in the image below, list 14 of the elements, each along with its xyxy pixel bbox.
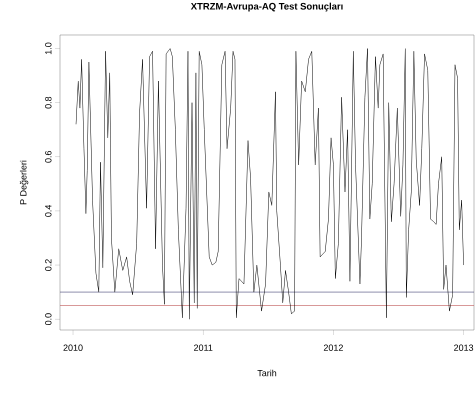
x-tick-label: 2012 — [324, 344, 343, 351]
y-axis-title: P Değerleri — [20, 160, 28, 204]
y-tick-label: 0.8 — [45, 96, 52, 109]
x-tick-label: 2010 — [64, 344, 83, 351]
y-tick-label: 0.0 — [45, 313, 52, 326]
y-tick-label: 0.4 — [45, 204, 52, 217]
y-tick-label: 0.2 — [45, 259, 52, 271]
x-tick-label: 2011 — [194, 344, 212, 351]
x-axis-title: Tarih — [257, 370, 276, 376]
y-tick-label: 0.6 — [45, 150, 52, 163]
line-series — [76, 48, 464, 320]
chart-title: XTRZM-Avrupa-AQ Test Sonuçları — [190, 2, 343, 12]
y-tick-label: 1.0 — [45, 42, 52, 54]
x-tick-label: 2013 — [454, 344, 474, 351]
